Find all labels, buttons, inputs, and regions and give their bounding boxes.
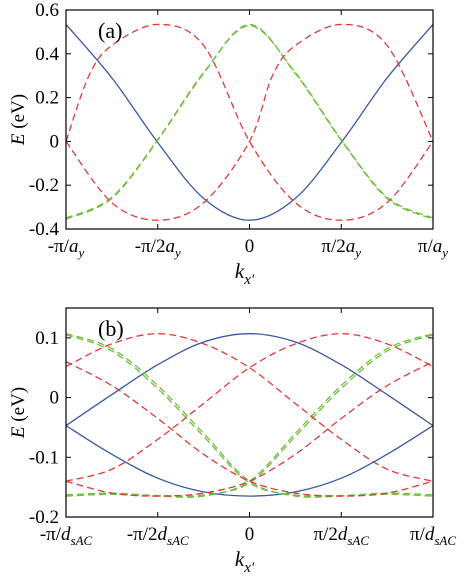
- y-tick-label: 0: [50, 388, 60, 409]
- y-axis-unit: (eV): [8, 94, 29, 134]
- y-tick-label: -0.2: [29, 507, 59, 528]
- x-axis-label: kx': [235, 259, 255, 288]
- x-tick-label-prefix: -π/: [40, 524, 62, 545]
- series-line-1: [66, 23, 433, 220]
- x-tick-label-subscript: y: [76, 245, 84, 260]
- panel-a: 0.60.40.20-0.2-0.4-π/ay -π/2ay 0 π/2ay π/ayE…: [8, 0, 448, 288]
- x-tick-label-subscript: y: [173, 245, 181, 260]
- x-tick-label: π/dsAC: [410, 524, 456, 548]
- x-tick-label-prefix: 0: [245, 524, 255, 545]
- series-line-4: [66, 23, 433, 221]
- series-line-1: [66, 425, 433, 497]
- y-tick-label: 0.4: [35, 44, 59, 65]
- y-tick-label: 0: [50, 131, 60, 152]
- series-group: [66, 23, 433, 221]
- x-tick-label: 0: [245, 524, 255, 545]
- panel-b: 0.10-0.1-0.2-π/dsAC -π/2dsAC 0 π/2dsAC π/dsA…: [8, 307, 456, 576]
- series-line-8: [66, 361, 433, 497]
- x-tick-label-prefix: -π/2: [127, 524, 158, 545]
- y-axis-label: E (eV): [8, 94, 29, 146]
- y-axis-label: E (eV): [8, 387, 29, 439]
- x-tick-label-prefix: π/: [410, 524, 426, 545]
- x-tick-label-symbol: d: [61, 524, 71, 545]
- x-axis-subscript: x': [243, 272, 255, 288]
- x-tick-label-symbol: a: [433, 236, 443, 257]
- series-line-4: [66, 333, 433, 498]
- x-axis-symbol: k: [235, 259, 245, 283]
- x-tick-label-prefix: π/2: [321, 236, 345, 257]
- x-tick-label-subscript: sAC: [347, 533, 369, 548]
- y-axis-symbol: E: [8, 426, 29, 439]
- series-line-3: [66, 23, 433, 221]
- series-line-0: [66, 333, 433, 427]
- series-line-2: [66, 333, 433, 498]
- y-axis-symbol: E: [8, 133, 29, 146]
- series-line-2: [66, 25, 433, 219]
- x-tick-label-symbol: d: [158, 524, 168, 545]
- y-tick-label: 0.1: [35, 328, 59, 349]
- x-tick-label-subscript: y: [440, 245, 448, 260]
- x-tick-label-subscript: sAC: [71, 533, 93, 548]
- x-tick-label: π/2dsAC: [313, 524, 369, 548]
- series-line-6: [66, 333, 433, 482]
- series-group: [66, 333, 433, 498]
- x-tick-label-prefix: 0: [245, 236, 255, 257]
- y-tick-label: -0.4: [29, 219, 60, 240]
- panel-label: (a): [98, 18, 122, 43]
- x-tick-label: π/2ay: [321, 236, 361, 260]
- x-tick-label: π/ay: [418, 236, 448, 260]
- series-line-9: [66, 361, 433, 497]
- x-tick-label-prefix: π/2: [313, 524, 337, 545]
- series-line-3: [66, 334, 433, 497]
- x-tick-label-subscript: sAC: [434, 533, 456, 548]
- x-tick-label-prefix: -π/2: [135, 236, 166, 257]
- x-tick-label-subscript: y: [353, 245, 361, 260]
- y-tick-label: 0.6: [35, 0, 59, 21]
- y-tick-label: -0.1: [29, 447, 59, 468]
- x-tick-label-prefix: -π/: [48, 236, 70, 257]
- x-tick-label-prefix: π/: [418, 236, 434, 257]
- x-axis-subscript: x': [243, 560, 255, 576]
- x-tick-label-symbol: a: [165, 236, 175, 257]
- x-tick-label: 0: [245, 236, 255, 257]
- x-tick-label-symbol: a: [69, 236, 79, 257]
- x-tick-label-symbol: d: [338, 524, 348, 545]
- y-axis-unit: (eV): [8, 387, 29, 427]
- x-tick-label: -π/ay: [48, 236, 85, 260]
- series-line-0: [66, 24, 433, 221]
- panel-label: (b): [98, 316, 124, 341]
- x-tick-label: -π/dsAC: [40, 524, 93, 548]
- x-tick-label-symbol: d: [425, 524, 435, 545]
- x-tick-label: -π/2dsAC: [127, 524, 189, 548]
- x-axis-symbol: k: [235, 547, 245, 571]
- x-axis-label: kx': [235, 547, 255, 576]
- series-line-5: [66, 334, 433, 497]
- x-tick-label-symbol: a: [346, 236, 356, 257]
- y-tick-label: 0.2: [35, 88, 59, 109]
- x-tick-label: -π/2ay: [135, 236, 181, 260]
- y-tick-label: -0.2: [29, 175, 59, 196]
- x-tick-label-subscript: sAC: [167, 533, 189, 548]
